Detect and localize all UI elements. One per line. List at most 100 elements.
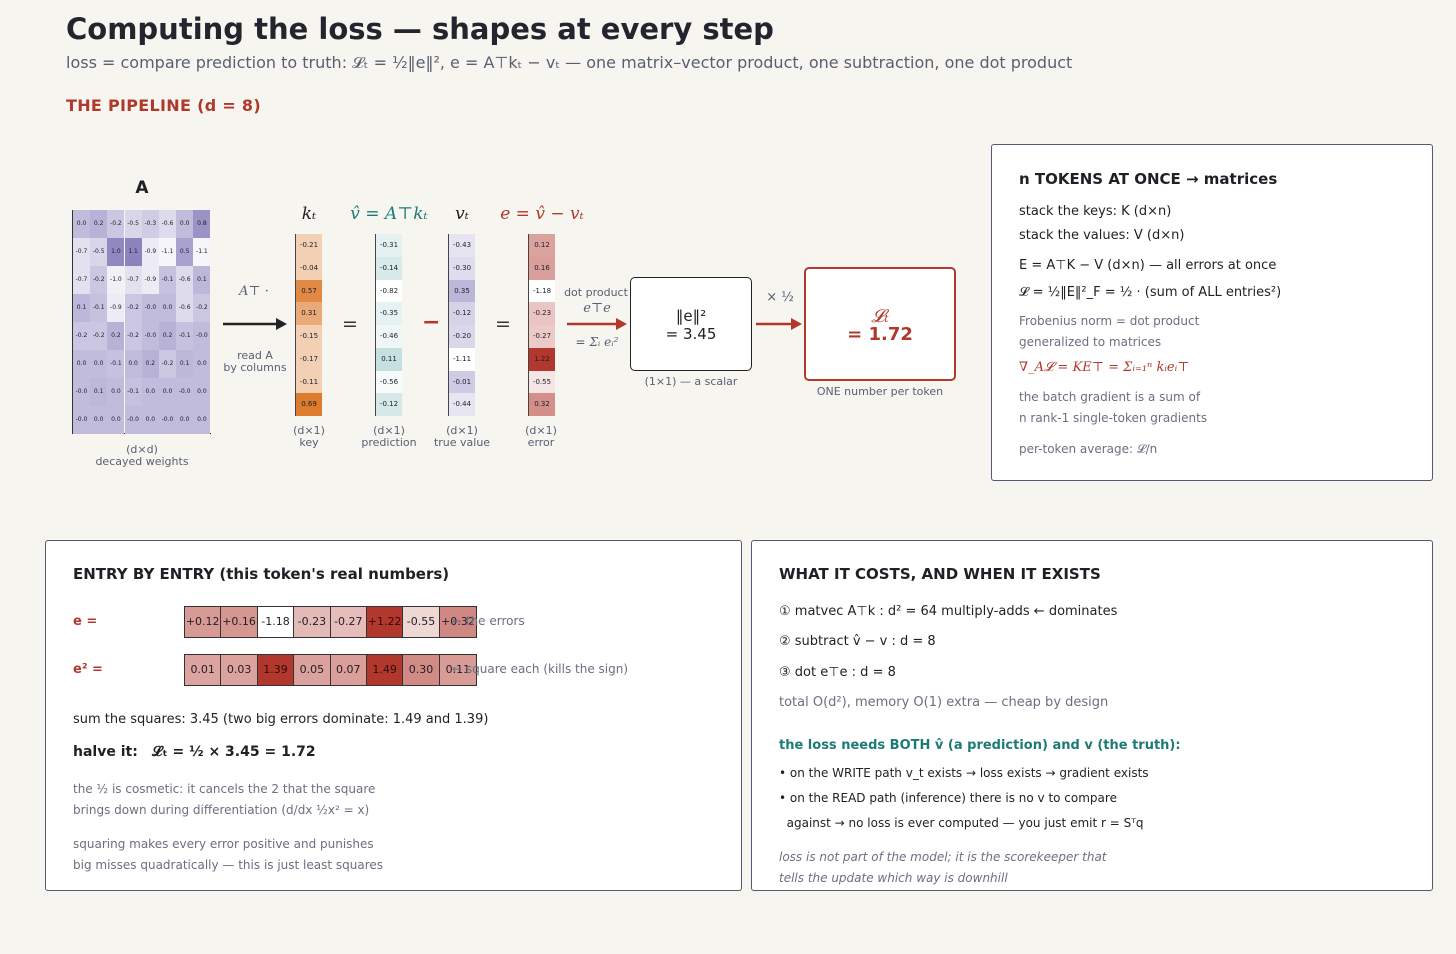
matrix-a-cell: 0.0 [73,350,90,378]
vector-vhat-cell: -0.31 [376,234,402,257]
vector-k-caption-shape: (d×1) [293,424,325,437]
matrix-a-cell: 0.2 [90,210,108,238]
vector-v-head: vₜ [455,204,469,224]
matrix-a-cell: -0.2 [124,294,142,322]
e-value-cell: +0.32 [439,607,477,637]
matrix-a-cell: 0.0 [107,378,125,406]
arrow-at-caption-line2: by columns [223,361,287,374]
cost-bullet-read-cont: against → no loss is ever computed — you… [779,816,1144,830]
matrix-a-cell: -0.0 [73,378,90,406]
vector-v-cell: -0.20 [449,325,475,348]
matrix-a-cell: 0.0 [107,406,125,434]
cost-total: total O(d²), memory O(1) extra — cheap b… [779,695,1109,710]
tokens-panel: n TOKENS AT ONCE → matrices stack the ke… [991,144,1433,481]
tokens-frobenius-note: Frobenius norm = dot product generalized… [1019,311,1199,353]
vector-k: -0.21 -0.04 0.57 0.31 -0.15 -0.17 -0.11 0.69 [295,234,322,416]
matrix-a-cell: -0.9 [107,294,125,322]
cost-teal-heading: the loss needs BOTH v̂ (a prediction) an… [779,738,1181,753]
matrix-a-cell: 0.1 [73,294,90,322]
cost-italic-note-line2: tells the update which way is downhill [779,871,1008,885]
vector-k-cell: -0.11 [296,370,322,394]
loss-box: 𝓛ₜ = 1.72 [804,267,956,381]
matrix-a-cell: 0.0 [124,350,142,378]
vector-k-cell: 0.57 [296,279,322,303]
half-cosmetic-note: the ½ is cosmetic: it cancels the 2 that… [73,779,375,821]
matrix-a-cell: -0.1 [159,266,176,294]
tokens-line-values: stack the values: V (d×n) [1019,228,1185,243]
matrix-a-cell: 0.2 [141,350,159,378]
e-row-note: ← the errors [452,614,525,628]
vector-e-cell: 0.16 [529,256,555,280]
loss-box-caption: ONE number per token [816,385,944,398]
vector-vhat-head: v̂ = A⊤kₜ [350,204,428,224]
entry-panel: ENTRY BY ENTRY (this token's real number… [45,540,742,891]
cost-step-dot: ③ dot e⊤e : d = 8 [779,665,896,680]
halve-formula: 𝓛ₜ = ½ × 3.45 = 1.72 [152,744,316,760]
matrix-a-cell: -0.5 [124,210,142,238]
halve-label: halve it: [73,744,138,760]
vector-v-cell: -1.11 [449,347,475,371]
pipeline-section-title: THE PIPELINE (d = 8) [66,96,261,115]
vector-e-caption-desc: error [527,436,555,449]
matrix-a-cell: -0.0 [176,378,194,406]
matrix-a-cell: -0.2 [159,350,176,378]
matrix-a-cell: -0.9 [141,266,159,294]
vector-vhat-cell: -0.82 [376,279,402,303]
e-value-cell: +0.12 [185,607,222,637]
e2-value-cell: 0.05 [294,655,331,685]
e2-value-cell: 0.01 [185,655,222,685]
dot-product-formula: e⊤e [583,301,611,316]
matrix-a-cell: -0.2 [90,266,108,294]
matrix-a-cell: -0.1 [176,322,194,350]
vector-e: 0.12 0.16 -1.18 -0.23 -0.27 1.22 -0.55 0.32 [528,234,555,416]
vector-e-cell: 0.12 [529,234,555,257]
matrix-a-cell: -0.3 [141,210,159,238]
cost-bullet-read: • on the READ path (inference) there is … [779,791,1117,805]
e-row-label: e = [73,614,98,629]
vector-k-head: kₜ [301,204,317,224]
vector-vhat: -0.31 -0.14 -0.82 -0.35 -0.46 0.11 -0.56 -0.12 [375,234,402,416]
vector-k-cell: -0.04 [296,256,322,280]
vector-e-cell: -0.27 [529,325,555,348]
matrix-a-cell: -0.0 [141,294,159,322]
matrix-a-cell: 0.2 [107,322,125,350]
least-squares-note: squaring makes every error positive and … [73,834,383,876]
tokens-gradient-note-line2: n rank-1 single-token gradients [1019,411,1208,425]
matrix-a-cell: 1.0 [107,238,125,266]
vector-v-cell: -0.30 [449,256,475,280]
e2-row-label: e² = [73,662,103,677]
e2-row-note: ← square each (kills the sign) [452,662,629,676]
vector-v-cell: -0.44 [449,393,475,416]
tokens-gradient-note: the batch gradient is a sum of n rank-1 … [1019,387,1207,429]
matrix-a-caption-shape: (d×d) [126,443,158,456]
vector-e-cell: -1.18 [529,279,555,303]
norm-box: ‖e‖² = 3.45 [630,277,752,371]
matrix-a-cell: 0.1 [176,350,194,378]
matrix-a-cell: 0.0 [176,406,194,434]
matrix-a-cell: -0.2 [90,322,108,350]
matrix-a-cell: 0.0 [141,378,159,406]
e-values-row: +0.12 +0.16 -1.18 -0.23 -0.27 +1.22 -0.55 +0.32 [184,606,478,638]
loss-box-value: = 1.72 [847,324,913,345]
vector-vhat-cell: -0.35 [376,302,402,325]
dot-product-arrow-icon [567,318,627,330]
matrix-a-cell: 0.0 [159,378,176,406]
arrow-at-caption: read A by columns [220,350,290,374]
arrow-at-caption-line1: read A [237,349,273,362]
cost-bullet-write: • on the WRITE path v_t exists → loss ex… [779,766,1149,780]
tokens-frobenius-note-line1: Frobenius norm = dot product [1019,314,1200,328]
matrix-a-cell: 0.0 [193,378,211,406]
matrix-a-cell: 0.1 [90,378,108,406]
cost-italic-note-line1: loss is not part of the model; it is the… [779,850,1107,864]
e2-value-cell: 0.11 [439,655,477,685]
sum-squares-line: sum the squares: 3.45 (two big errors do… [73,712,489,727]
matrix-a-cell: -0.6 [176,294,194,322]
page-title: Computing the loss — shapes at every ste… [66,12,774,46]
matrix-a-cell: -0.2 [73,322,90,350]
vector-e-cell: 0.32 [529,393,555,416]
matrix-a-cell: 0.0 [159,294,176,322]
least-squares-note-line1: squaring makes every error positive and … [73,837,374,851]
vector-v-cell: -0.01 [449,370,475,394]
vector-vhat-cell: -0.56 [376,370,402,394]
e2-value-cell: 0.30 [403,655,440,685]
